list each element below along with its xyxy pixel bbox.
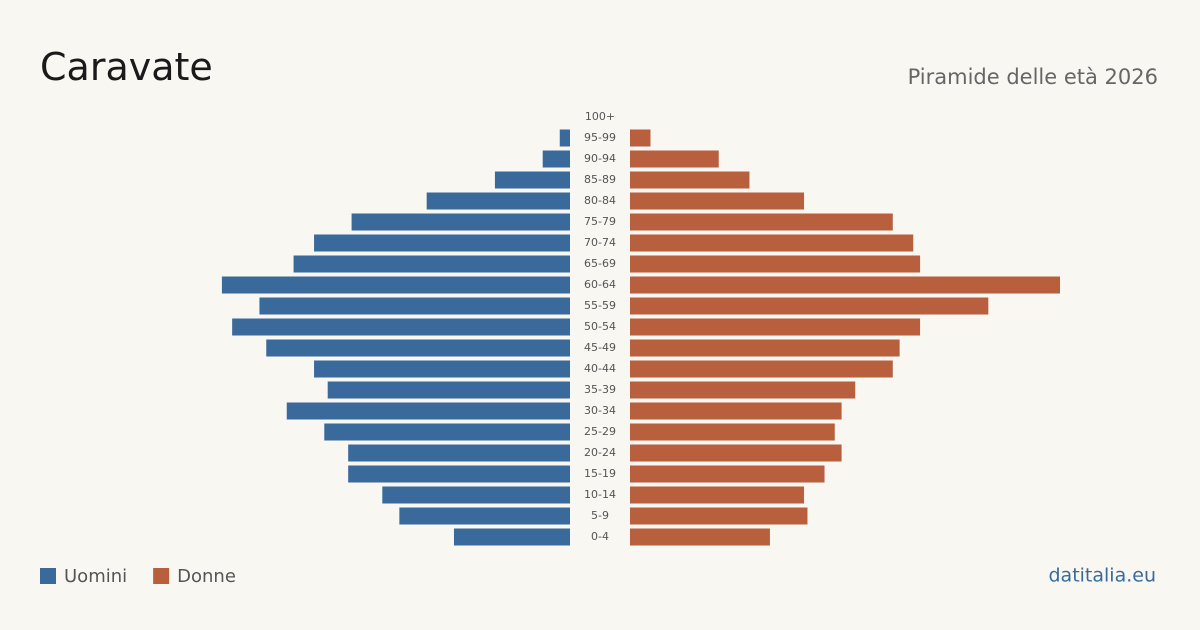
category-label: 30-34 (584, 404, 616, 417)
bar (314, 234, 570, 252)
bar (348, 444, 570, 462)
bar (221, 276, 570, 294)
bar (630, 129, 651, 147)
bar (630, 402, 842, 420)
bar (559, 129, 570, 147)
category-label: 35-39 (584, 383, 616, 396)
bar (630, 297, 989, 315)
category-label: 10-14 (584, 488, 616, 501)
category-label: 85-89 (584, 173, 616, 186)
legend-swatch (40, 568, 56, 584)
bar (286, 402, 570, 420)
bar (426, 192, 570, 210)
category-label: 65-69 (584, 257, 616, 270)
category-label: 80-84 (584, 194, 616, 207)
legend-label: Donne (177, 566, 236, 587)
bar (453, 528, 570, 546)
bar (324, 423, 570, 441)
bar (348, 465, 570, 483)
bar (630, 423, 835, 441)
bar (259, 297, 570, 315)
bar (494, 171, 570, 189)
bar (630, 339, 900, 357)
bar (630, 255, 921, 273)
legend-label: Uomini (64, 566, 127, 587)
bar (630, 381, 856, 399)
source: datitalia.eu (1049, 565, 1157, 587)
bar (351, 213, 570, 231)
category-label: 0-4 (591, 530, 609, 543)
bar (314, 360, 570, 378)
bar (630, 507, 808, 525)
bar (630, 444, 842, 462)
category-label: 5-9 (591, 509, 609, 522)
bar (327, 381, 570, 399)
bar (630, 171, 750, 189)
category-label: 55-59 (584, 299, 616, 312)
bar (630, 528, 770, 546)
bar (630, 192, 805, 210)
bar (232, 318, 570, 336)
bar (630, 234, 914, 252)
bar (630, 465, 825, 483)
category-label: 95-99 (584, 131, 616, 144)
chart-title: Caravate (40, 45, 213, 89)
category-label: 75-79 (584, 215, 616, 228)
category-label: 100+ (585, 110, 615, 123)
legend-swatch (153, 568, 170, 584)
bar (293, 255, 570, 273)
category-label: 25-29 (584, 425, 616, 438)
category-label: 45-49 (584, 341, 616, 354)
bar (630, 318, 921, 336)
category-label: 70-74 (584, 236, 616, 249)
bar (399, 507, 570, 525)
category-label: 90-94 (584, 152, 616, 165)
bar (382, 486, 570, 504)
bar (266, 339, 570, 357)
bar (630, 213, 893, 231)
category-label: 40-44 (584, 362, 616, 375)
category-label: 20-24 (584, 446, 616, 459)
bar (630, 276, 1060, 294)
bar (630, 486, 805, 504)
bar (630, 360, 893, 378)
bar (630, 150, 719, 168)
category-label: 15-19 (584, 467, 616, 480)
chart-subtitle: Piramide delle età 2026 (908, 65, 1158, 89)
category-label: 60-64 (584, 278, 616, 291)
category-label: 50-54 (584, 320, 616, 333)
bar (542, 150, 570, 168)
